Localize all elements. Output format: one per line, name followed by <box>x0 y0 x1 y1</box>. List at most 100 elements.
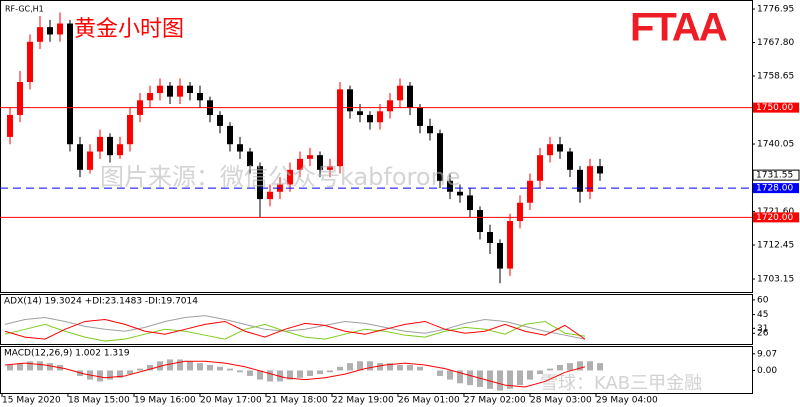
histogram-bar <box>297 370 303 378</box>
y-tick-label: 1767.80 <box>757 38 794 48</box>
level-tag <box>753 102 799 113</box>
adx-frame <box>0 294 753 345</box>
x-tick-label: 28 May 03:00 <box>530 396 592 406</box>
y-tick-label: 1740.05 <box>757 140 794 150</box>
candle-body <box>197 93 203 101</box>
price-tag <box>752 169 800 181</box>
histogram-bar <box>497 370 503 391</box>
candle-body <box>87 151 93 170</box>
candle-body <box>217 114 223 126</box>
candle-body <box>427 125 433 134</box>
histogram-bar <box>457 370 463 384</box>
histogram-bar <box>467 370 473 386</box>
candle-body <box>357 111 363 115</box>
histogram-bar <box>7 364 13 371</box>
histogram-bar <box>287 370 293 380</box>
symbol: RF-GC,H1 <box>5 5 44 14</box>
y-tick-label: 0.00 <box>757 366 777 376</box>
histogram-bar <box>327 370 333 373</box>
signal-line <box>4 360 586 388</box>
histogram-bar <box>337 366 343 371</box>
histogram-bar <box>307 370 313 376</box>
y-tick-label: 60 <box>757 295 769 305</box>
watermark: 图片来源：微信公众号kabforone <box>100 163 461 191</box>
histogram-bar <box>167 359 173 371</box>
histogram-bar <box>37 361 43 371</box>
main-frame <box>0 0 753 293</box>
logo: FTAA <box>630 6 727 50</box>
histogram-bar <box>147 364 153 371</box>
candle-body <box>407 85 413 108</box>
x-tick-label: 20 May 17:00 <box>200 396 262 406</box>
histogram-bar <box>117 370 123 378</box>
candle-body <box>227 125 233 145</box>
y-tick-label: 1776.95 <box>757 5 794 15</box>
candle-body <box>337 89 343 167</box>
histogram-bar <box>127 370 133 375</box>
level-label: 1728.00 <box>756 184 793 194</box>
histogram-bar <box>107 370 113 380</box>
candle-body <box>327 166 333 170</box>
x-tick-label: 22 May 19:00 <box>332 396 394 406</box>
candle-body <box>247 151 253 167</box>
candle-body <box>577 169 583 192</box>
histogram-bar <box>207 364 213 371</box>
candle-body <box>57 23 63 35</box>
histogram-bar <box>417 366 423 371</box>
histogram-bar <box>437 370 443 376</box>
candle-body <box>517 202 523 222</box>
histogram-bar <box>507 370 513 389</box>
candle-body <box>47 27 53 35</box>
level-label: 1750.00 <box>756 103 793 113</box>
x-tick-label: 18 May 15:00 <box>68 396 130 406</box>
histogram-bar <box>47 363 53 371</box>
y-tick-label: 1721.60 <box>757 207 794 217</box>
candle-body <box>567 151 573 170</box>
candle-body <box>477 210 483 233</box>
candle-body <box>147 93 153 101</box>
candle-body <box>187 85 193 94</box>
x-tick-label: 15 May 2020 <box>2 396 61 406</box>
candle-body <box>177 85 183 97</box>
histogram-bar <box>17 363 23 371</box>
histogram-bar <box>237 370 243 373</box>
candle-body <box>347 89 353 112</box>
y-tick-label: 31 <box>757 324 768 334</box>
candle-body <box>17 82 23 115</box>
histogram-bar <box>137 368 143 371</box>
candle-body <box>547 144 553 156</box>
y-tick-label: 26 <box>757 329 769 339</box>
histogram-bar <box>247 370 253 376</box>
candle-body <box>127 114 133 145</box>
candle-body <box>27 41 33 83</box>
watermark: 雪球：KAB三甲金融 <box>540 373 702 394</box>
histogram-bar <box>567 363 573 371</box>
histogram-bar <box>387 363 393 371</box>
candle-body <box>257 166 263 200</box>
candle-body <box>507 221 513 269</box>
histogram-bar <box>357 361 363 371</box>
indicator-title: ADX(14) 19.3024 +DI:23.1483 -DI:19.7014 <box>4 297 198 307</box>
candle-body <box>457 191 463 196</box>
histogram-bar <box>577 361 583 371</box>
candle-body <box>587 166 593 192</box>
histogram-bar <box>557 364 563 371</box>
candle-body <box>367 114 373 123</box>
histogram-bar <box>397 364 403 371</box>
candle-body <box>297 158 303 170</box>
candle-body <box>237 144 243 152</box>
indicator-line <box>4 315 586 340</box>
candle-body <box>107 136 113 156</box>
candle-body <box>377 111 383 123</box>
candle-body <box>387 100 393 112</box>
candle-body <box>597 166 603 174</box>
indicator-title: MACD(12,26,9) 1.002 1.319 <box>4 349 130 359</box>
level-label: 1720.00 <box>756 213 793 223</box>
histogram-bar <box>217 366 223 371</box>
candle-body <box>437 133 443 181</box>
candle-body <box>417 107 423 126</box>
histogram-bar <box>97 370 103 382</box>
histogram-bar <box>27 361 33 371</box>
candle-body <box>487 232 493 243</box>
